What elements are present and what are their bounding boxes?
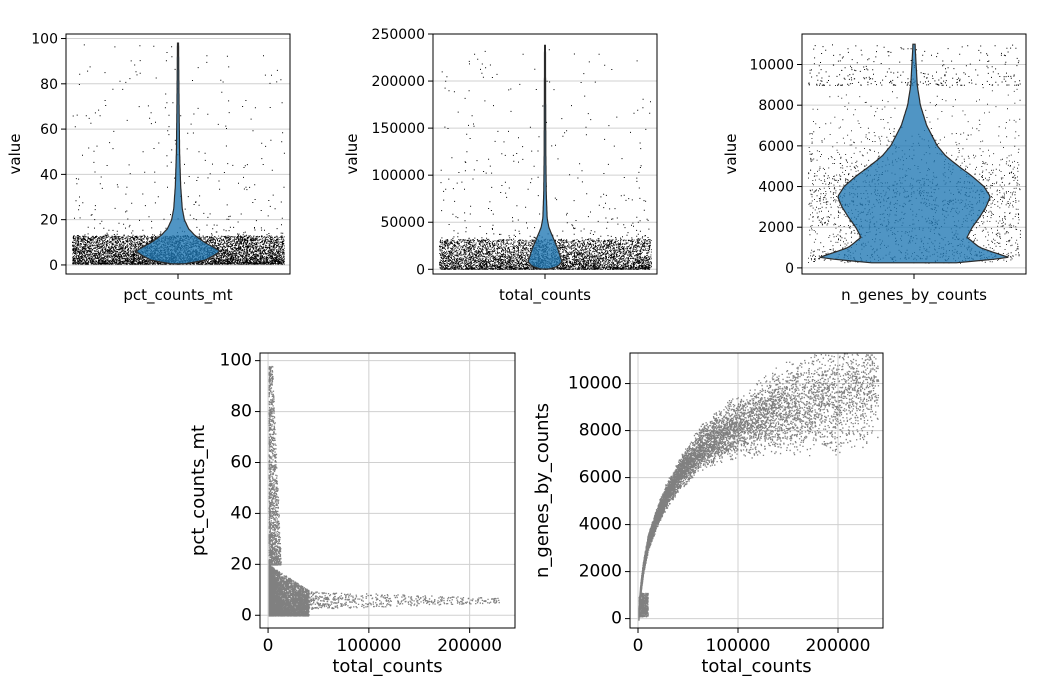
scatter-points [268,365,500,617]
y-tick-label: 60 [40,122,58,138]
grid-lines [260,353,515,628]
y-tick-label: 6000 [579,468,622,488]
y-tick-label: 100 [31,32,58,48]
violin-shape [135,42,221,265]
y-tick-label: 40 [40,167,58,183]
y-tick-label: 0 [611,609,622,629]
scatter-panel-mt-vs-total: 0 20 40 60 80 100 0 100000 200000 total_counts p… [188,351,516,677]
x-tick-label: 100000 [706,636,771,656]
x-tick-label: 200000 [806,636,871,656]
y-axis-label: value [343,134,361,175]
y-tick-label: 40 [230,503,252,523]
y-tick-label: 10000 [568,374,622,394]
x-axis-label: total_counts [701,656,811,677]
y-tick-label: 8000 [758,98,794,114]
grid-lines [630,353,883,628]
y-tick-label: 20 [230,554,252,574]
y-axis-label: value [722,134,740,175]
x-axis-label: n_genes_by_counts [841,286,987,305]
y-ticks: 0 2000 4000 6000 8000 10000 [749,58,915,279]
axes-frame [629,352,884,629]
x-tick-label: 100000 [336,636,401,656]
y-tick-label: 4000 [579,515,622,535]
violin-body [135,42,221,265]
x-tick-label: 0 [263,636,274,656]
violin-body [819,43,1009,264]
x-axis-label: total_counts [499,286,591,305]
y-tick-label: 100000 [372,168,425,184]
point-cloud [268,365,500,617]
y-tick-label: 200000 [372,74,425,90]
y-tick-label: 80 [40,77,58,93]
y-tick-label: 0 [416,262,425,278]
violin-body [527,44,563,270]
violin-panel-pct-counts-mt: 0 20 40 60 80 100 pct_counts_mt value [6,32,291,305]
y-tick-label: 100 [220,351,252,371]
y-tick-label: 250000 [372,27,425,43]
y-tick-label: 60 [230,452,252,472]
y-tick-label: 2000 [758,220,794,236]
x-axis-label: pct_counts_mt [123,286,232,305]
jitter-points [72,44,285,265]
y-tick-label: 80 [230,402,252,422]
point-cloud [439,49,652,270]
y-tick-label: 0 [49,258,58,274]
y-ticks: 0 50000 100000 150000 200000 250000 [372,27,546,279]
y-tick-label: 4000 [758,180,794,196]
y-axis-label: pct_counts_mt [188,425,209,556]
y-tick-label: 50000 [380,215,425,231]
axis-ticks: 0 20 40 60 80 100 0 100000 200000 [220,351,503,656]
violin-panel-n-genes-by-counts: 0 2000 4000 6000 8000 10000 n_genes_by_counts… [722,33,1027,305]
violin-panel-total-counts: 0 50000 100000 150000 200000 250000 total_cou… [343,27,658,305]
y-tick-label: 0 [241,605,252,625]
x-tick-label: 200000 [437,636,502,656]
y-tick-label: 0 [785,261,794,277]
y-tick-label: 10000 [749,58,794,74]
y-tick-label: 8000 [579,421,622,441]
point-cloud [72,44,285,265]
violin-shape [819,43,1009,264]
y-axis-label: n_genes_by_counts [532,403,553,578]
x-tick-label: 0 [633,636,644,656]
y-tick-label: 6000 [758,139,794,155]
y-ticks: 0 20 40 60 80 100 [31,32,179,279]
y-tick-label: 2000 [579,562,622,582]
y-axis-label: value [6,134,24,175]
axes-frame [259,352,516,629]
scatter-points [638,353,880,621]
y-tick-label: 150000 [372,121,425,137]
violin-shape [527,44,563,270]
jitter-points [439,49,652,270]
point-cloud [638,353,880,621]
x-axis-label: total_counts [332,656,442,677]
y-tick-label: 20 [40,213,58,229]
